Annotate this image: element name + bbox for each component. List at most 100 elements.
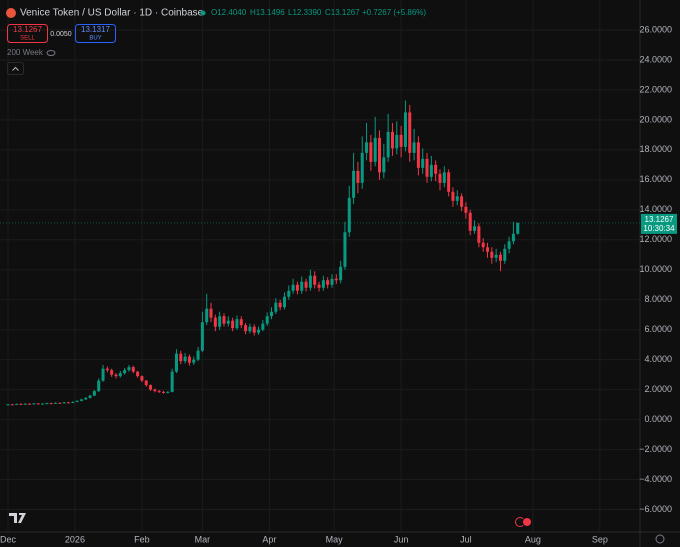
y-tick-label: 12.0000 [639,234,672,244]
y-tick-label: 20.0000 [639,114,672,124]
candle-body [252,326,256,333]
y-tick-label: 14.0000 [639,204,672,214]
candle-body [330,278,334,285]
candle-body [269,311,274,317]
x-tick-label: 2026 [65,534,85,544]
x-tick-label: Jun [394,534,409,544]
candle-body [41,403,45,405]
candle-body [161,391,166,393]
candle-body [455,196,459,201]
x-tick-label: Aug [525,534,541,544]
candle-body [187,356,191,363]
event-icon[interactable] [522,517,532,527]
candle-body [58,402,62,404]
candle-body [516,222,520,234]
candle-body [490,251,494,258]
candle-body [209,308,213,318]
y-tick-label: 18.0000 [639,144,672,154]
buy-price: 13.1317 [81,25,110,34]
candle-body [416,142,420,168]
candle-body [118,373,122,377]
candle-body [62,402,66,404]
y-tick-label: −6.0000 [639,504,672,514]
y-tick-label: 24.0000 [639,54,672,64]
buy-button[interactable] [75,24,116,43]
candle-body [88,395,92,398]
y-tick-label: 16.0000 [639,174,672,184]
candle-body [226,320,230,324]
candle-body [287,290,291,297]
x-tick-label: Apr [262,534,276,544]
y-tick-label: 0.0000 [644,414,672,424]
candle-body [170,371,174,392]
candle-body [149,385,153,390]
candle-body [6,404,10,406]
candle-body [179,353,183,362]
candle-body [347,197,351,233]
last-price: 13.1267 [645,215,674,224]
candle-body [399,134,403,147]
candle-body [196,350,200,360]
candle-body [84,397,88,400]
candle-body [235,319,239,329]
candle-body [451,191,455,201]
collapse-button[interactable] [7,62,24,75]
candle-body [295,284,299,291]
x-tick-label: May [326,534,344,544]
candle-body [373,137,377,162]
candle-body [503,248,507,261]
candle-body [231,320,235,329]
candle-body [343,232,347,267]
y-tick-label: −4.0000 [639,474,672,484]
candle-body [244,325,248,332]
candle-body [239,319,243,326]
candle-body [36,403,40,405]
countdown: 10:30:34 [643,224,675,233]
candle-body [248,326,252,332]
candle-body [369,142,373,162]
candle-body [473,226,477,231]
change: +0.7267 (+5.86%) [362,8,426,17]
symbol-icon [6,8,16,18]
axes: −6.0000 −4.0000 −2.0000 0.0000 2.0000 4.0000 6… [0,24,672,544]
candle-body [19,403,23,405]
candle-body [494,254,498,258]
candle-body [377,137,382,173]
candle-body [153,389,157,392]
settings-icon[interactable] [655,534,665,544]
candle-body [123,370,127,374]
candle-body [101,368,105,381]
y-tick-label: 4.0000 [644,354,672,364]
candle-body [183,356,187,362]
candle-body [498,254,502,261]
candle-body [421,158,425,168]
ohlc-close: C13.1267 [325,8,360,17]
candle-body [110,370,114,375]
candle-body [45,403,49,405]
candle-body [136,371,140,377]
candle-body [140,376,144,381]
candle-body [114,374,118,377]
visibility-icon[interactable] [46,50,56,56]
candle-body [274,302,278,312]
candle-body [278,302,282,308]
sell-button[interactable] [7,24,48,43]
candle-body [200,322,204,351]
candle-body [291,284,295,291]
candle-body [15,403,19,405]
y-tick-label: 2.0000 [644,384,672,394]
candle-body [304,281,308,288]
candle-body [75,400,79,402]
candle-body [464,206,468,213]
y-tick-label: 26.0000 [639,24,672,34]
candle-body [442,172,446,183]
symbol: Venice Token / US Dollar · 1D · Coinbase [20,8,204,19]
buy-label: BUY [89,36,101,42]
candle-body [166,391,170,393]
x-tick-label: Sep [592,534,608,544]
y-tick-label: 6.0000 [644,324,672,334]
x-tick-label: Jul [460,534,472,544]
candle-body [447,172,451,192]
candle-body [321,280,325,288]
